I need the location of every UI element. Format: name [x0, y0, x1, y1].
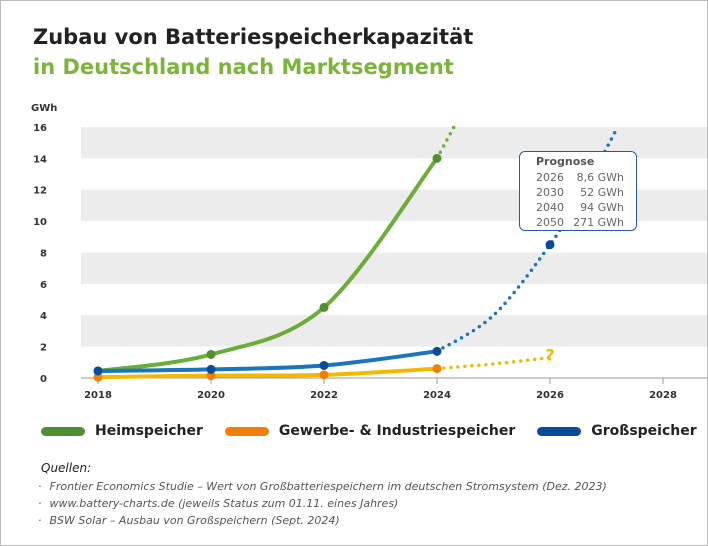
legend-swatch [224, 426, 269, 436]
y-tick-label: 2 [40, 343, 47, 354]
data-point [432, 364, 442, 374]
series-line [97, 366, 438, 380]
legend-item-grossspeicher: Großspeicher [537, 423, 697, 439]
source-item: BSW Solar – Ausbau von Großspeichern (Se… [41, 514, 607, 527]
y-tick-label: 0 [40, 374, 47, 385]
y-tick-label: 10 [33, 217, 47, 228]
prognose-row: 2040 94 GWh [520, 200, 636, 215]
prognose-value: 94 GWh [580, 201, 624, 214]
legend-item-gewerbe: Gewerbe- & Industriespeicher [224, 423, 516, 439]
y-tick-label: 6 [40, 280, 47, 291]
chart-title: Zubau von Batteriespeicherkapazität [33, 25, 474, 49]
data-point [206, 364, 216, 374]
prognose-row: 2026 8,6 GWh [520, 170, 636, 185]
legend: Heimspeicher Gewerbe- & Industriespeiche… [41, 423, 697, 439]
x-tick-label: 2022 [310, 390, 338, 401]
data-point [206, 349, 216, 359]
legend-label: Gewerbe- & Industriespeicher [278, 423, 516, 439]
x-tick-label: 2028 [649, 390, 677, 401]
prognose-box: Prognose 2026 8,6 GWh 2030 52 GWh 2040 94 G… [519, 151, 637, 231]
data-point [432, 153, 442, 163]
chart-subtitle: in Deutschland nach Marktsegment [33, 55, 454, 79]
x-tick-label: 2020 [197, 390, 225, 401]
forecast-point [545, 240, 555, 250]
data-point [93, 372, 103, 382]
x-tick-label: 2018 [84, 390, 112, 401]
prognose-year: 2026 [536, 171, 564, 184]
question-mark-annotation: ? [545, 346, 554, 365]
prognose-value: 8,6 GWh [576, 171, 624, 184]
series-line [97, 349, 438, 373]
prognose-value: 52 GWh [580, 186, 624, 199]
prognose-title: Prognose [536, 155, 595, 168]
line-chart: 0 2 4 6 8 10 12 14 16 GWh 2018 2020 2022 2024 2026 2028… [31, 103, 707, 401]
x-tick-label: 2026 [536, 390, 564, 401]
legend-swatch [537, 426, 582, 436]
series-line [97, 157, 439, 373]
prognose-year: 2030 [536, 186, 564, 199]
y-tick-label: 8 [40, 248, 47, 259]
data-point [432, 346, 442, 356]
prognose-year: 2040 [536, 201, 564, 214]
sources: Quellen: Frontier Economics Studie – Wer… [41, 461, 607, 531]
data-point [319, 370, 329, 380]
legend-label: Großspeicher [591, 423, 697, 439]
y-axis-label: GWh [31, 103, 57, 114]
source-item: www.battery-charts.de (jeweils Status zu… [41, 497, 607, 510]
prognose-row: 2050 271 GWh [520, 215, 636, 230]
y-tick-label: 16 [33, 123, 47, 134]
data-point [206, 371, 216, 381]
legend-item-heimspeicher: Heimspeicher [41, 423, 203, 439]
y-tick-label: 4 [40, 311, 47, 322]
prognose-row: 2030 52 GWh [520, 185, 636, 200]
data-point [319, 360, 329, 370]
data-point [93, 366, 103, 376]
forecast-line [435, 355, 552, 371]
legend-label: Heimspeicher [95, 423, 203, 439]
prognose-year: 2050 [536, 216, 564, 229]
grid-band [81, 315, 707, 347]
sources-heading: Quellen: [41, 461, 92, 475]
grid-band [81, 252, 707, 284]
prognose-value: 271 GWh [573, 216, 624, 229]
source-item: Frontier Economics Studie – Wert von Gro… [41, 480, 607, 493]
y-tick-label: 14 [33, 154, 47, 165]
x-tick-label: 2024 [423, 390, 451, 401]
y-tick-label: 12 [33, 186, 47, 197]
legend-swatch [41, 426, 85, 436]
data-point [319, 302, 329, 312]
